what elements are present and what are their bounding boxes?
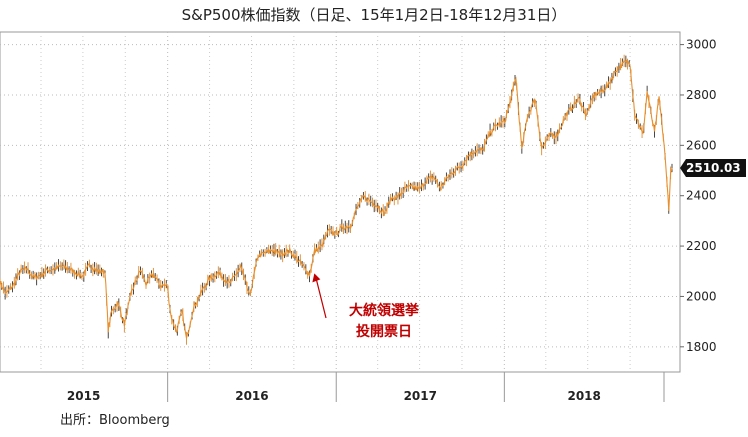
plot-frame	[0, 31, 681, 373]
last-value-label: 2510.03	[686, 161, 741, 175]
y-tick-label: 2400	[686, 189, 717, 203]
y-tick-label: 2000	[686, 289, 717, 303]
x-axis: 2015 2016 2017 2018	[0, 371, 680, 403]
y-axis: 1800 2000 2200 2400 2600 2800 3000	[680, 38, 717, 354]
x-year-label: 2017	[404, 389, 437, 403]
annotation-arrowhead	[312, 273, 321, 283]
source-note: 出所：Bloomberg	[60, 413, 170, 428]
x-year-label: 2016	[235, 389, 268, 403]
x-year-label: 2018	[567, 389, 600, 403]
annotation-line2: 投開票日	[356, 324, 412, 340]
annotation: 大統領選挙 投開票日	[312, 273, 420, 340]
chart-title: S&P500株価指数（日足、15年1月2日-18年12月31日）	[182, 6, 567, 24]
y-tick-label: 2600	[686, 138, 717, 152]
x-year-label: 2015	[67, 389, 100, 403]
y-tick-label: 2800	[686, 88, 717, 102]
annotation-arrow	[315, 279, 327, 319]
grid	[0, 32, 680, 372]
series-layer	[0, 54, 673, 345]
y-tick-label: 2200	[686, 239, 717, 253]
price-line	[0, 59, 673, 339]
last-value-badge-bg	[680, 159, 746, 177]
y-tick-label: 1800	[686, 340, 717, 354]
last-value-badge: 2510.03	[680, 159, 746, 177]
y-tick-label: 3000	[686, 38, 717, 52]
annotation-line1: 大統領選挙	[349, 302, 420, 319]
